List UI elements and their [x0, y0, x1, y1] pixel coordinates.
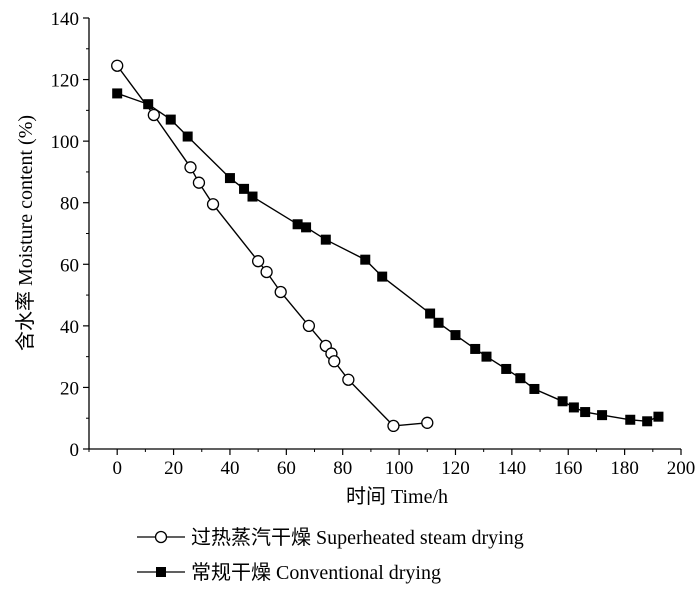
data-point [260, 265, 273, 279]
data-point [529, 383, 540, 394]
y-tick-label: 120 [51, 71, 80, 92]
data-point [425, 308, 436, 319]
data-point [182, 131, 193, 142]
x-tick-label: 160 [554, 458, 583, 479]
data-point [274, 285, 287, 299]
data-point [387, 419, 400, 433]
x-tick-label: 180 [610, 458, 639, 479]
y-tick-label: 20 [60, 378, 79, 399]
data-point [239, 183, 250, 194]
legend: 过热蒸汽干燥 Superheated steam drying 常规干燥 Con… [137, 526, 524, 584]
data-point [481, 351, 492, 362]
data-point [433, 317, 444, 328]
data-point [301, 222, 312, 233]
data-point [470, 343, 481, 354]
legend-marker-filled-square [156, 567, 166, 577]
data-point [421, 416, 434, 429]
series-line [116, 65, 428, 427]
x-axis: 0 20 40 60 80 100 120 140 160 180 200 [88, 449, 696, 479]
x-tick-label: 200 [667, 458, 696, 479]
series-1 [112, 88, 664, 427]
x-tick-label: 120 [441, 458, 470, 479]
legend-label-superheated: 过热蒸汽干燥 Superheated steam drying [191, 526, 524, 549]
x-tick-label: 40 [220, 458, 239, 479]
data-point [251, 255, 265, 268]
x-tick-label: 100 [385, 458, 414, 479]
series-line [116, 92, 659, 423]
y-tick-label: 40 [60, 317, 79, 338]
data-point [580, 407, 591, 418]
data-point [360, 254, 371, 265]
data-point [328, 355, 341, 368]
data-point [247, 191, 258, 202]
data-point [320, 234, 331, 245]
series-0 [111, 59, 434, 433]
y-tick-label: 80 [60, 194, 79, 215]
series-layer [111, 59, 664, 433]
data-point [501, 363, 512, 374]
data-point [292, 219, 303, 230]
y-tick-label: 0 [70, 440, 80, 461]
legend-item-superheated: 过热蒸汽干燥 Superheated steam drying [137, 526, 524, 549]
data-point [111, 59, 124, 72]
legend-item-conventional: 常规干燥 Conventional drying [137, 561, 441, 584]
data-point [143, 99, 154, 110]
data-point [342, 373, 355, 386]
x-tick-label: 20 [164, 458, 183, 479]
data-point [112, 88, 123, 99]
y-axis-title: 含水率 Moisture content (%) [14, 115, 37, 351]
data-point [568, 402, 579, 413]
data-point [165, 114, 176, 125]
data-point [147, 108, 160, 122]
data-point [184, 161, 197, 174]
data-point [450, 330, 461, 341]
legend-marker-open-circle [154, 530, 168, 544]
data-point [192, 176, 206, 189]
data-point [515, 373, 526, 384]
data-point [302, 319, 316, 333]
data-point [206, 198, 220, 211]
y-tick-label: 140 [51, 9, 80, 30]
data-point [597, 410, 608, 421]
data-point [224, 173, 235, 184]
plot-area [88, 18, 681, 450]
data-point [377, 271, 388, 282]
x-tick-label: 140 [498, 458, 527, 479]
y-tick-label: 60 [60, 255, 79, 276]
x-tick-label: 60 [277, 458, 296, 479]
data-point [625, 414, 636, 425]
x-tick-label: 80 [333, 458, 352, 479]
x-tick-label: 0 [112, 458, 122, 479]
y-tick-label: 100 [51, 132, 80, 153]
x-axis-title: 时间 Time/h [346, 485, 448, 508]
legend-label-conventional: 常规干燥 Conventional drying [191, 561, 441, 584]
data-point [653, 411, 664, 422]
y-axis: 0 20 40 60 80 100 120 140 [51, 9, 89, 461]
data-point [642, 416, 653, 427]
data-point [557, 396, 568, 407]
